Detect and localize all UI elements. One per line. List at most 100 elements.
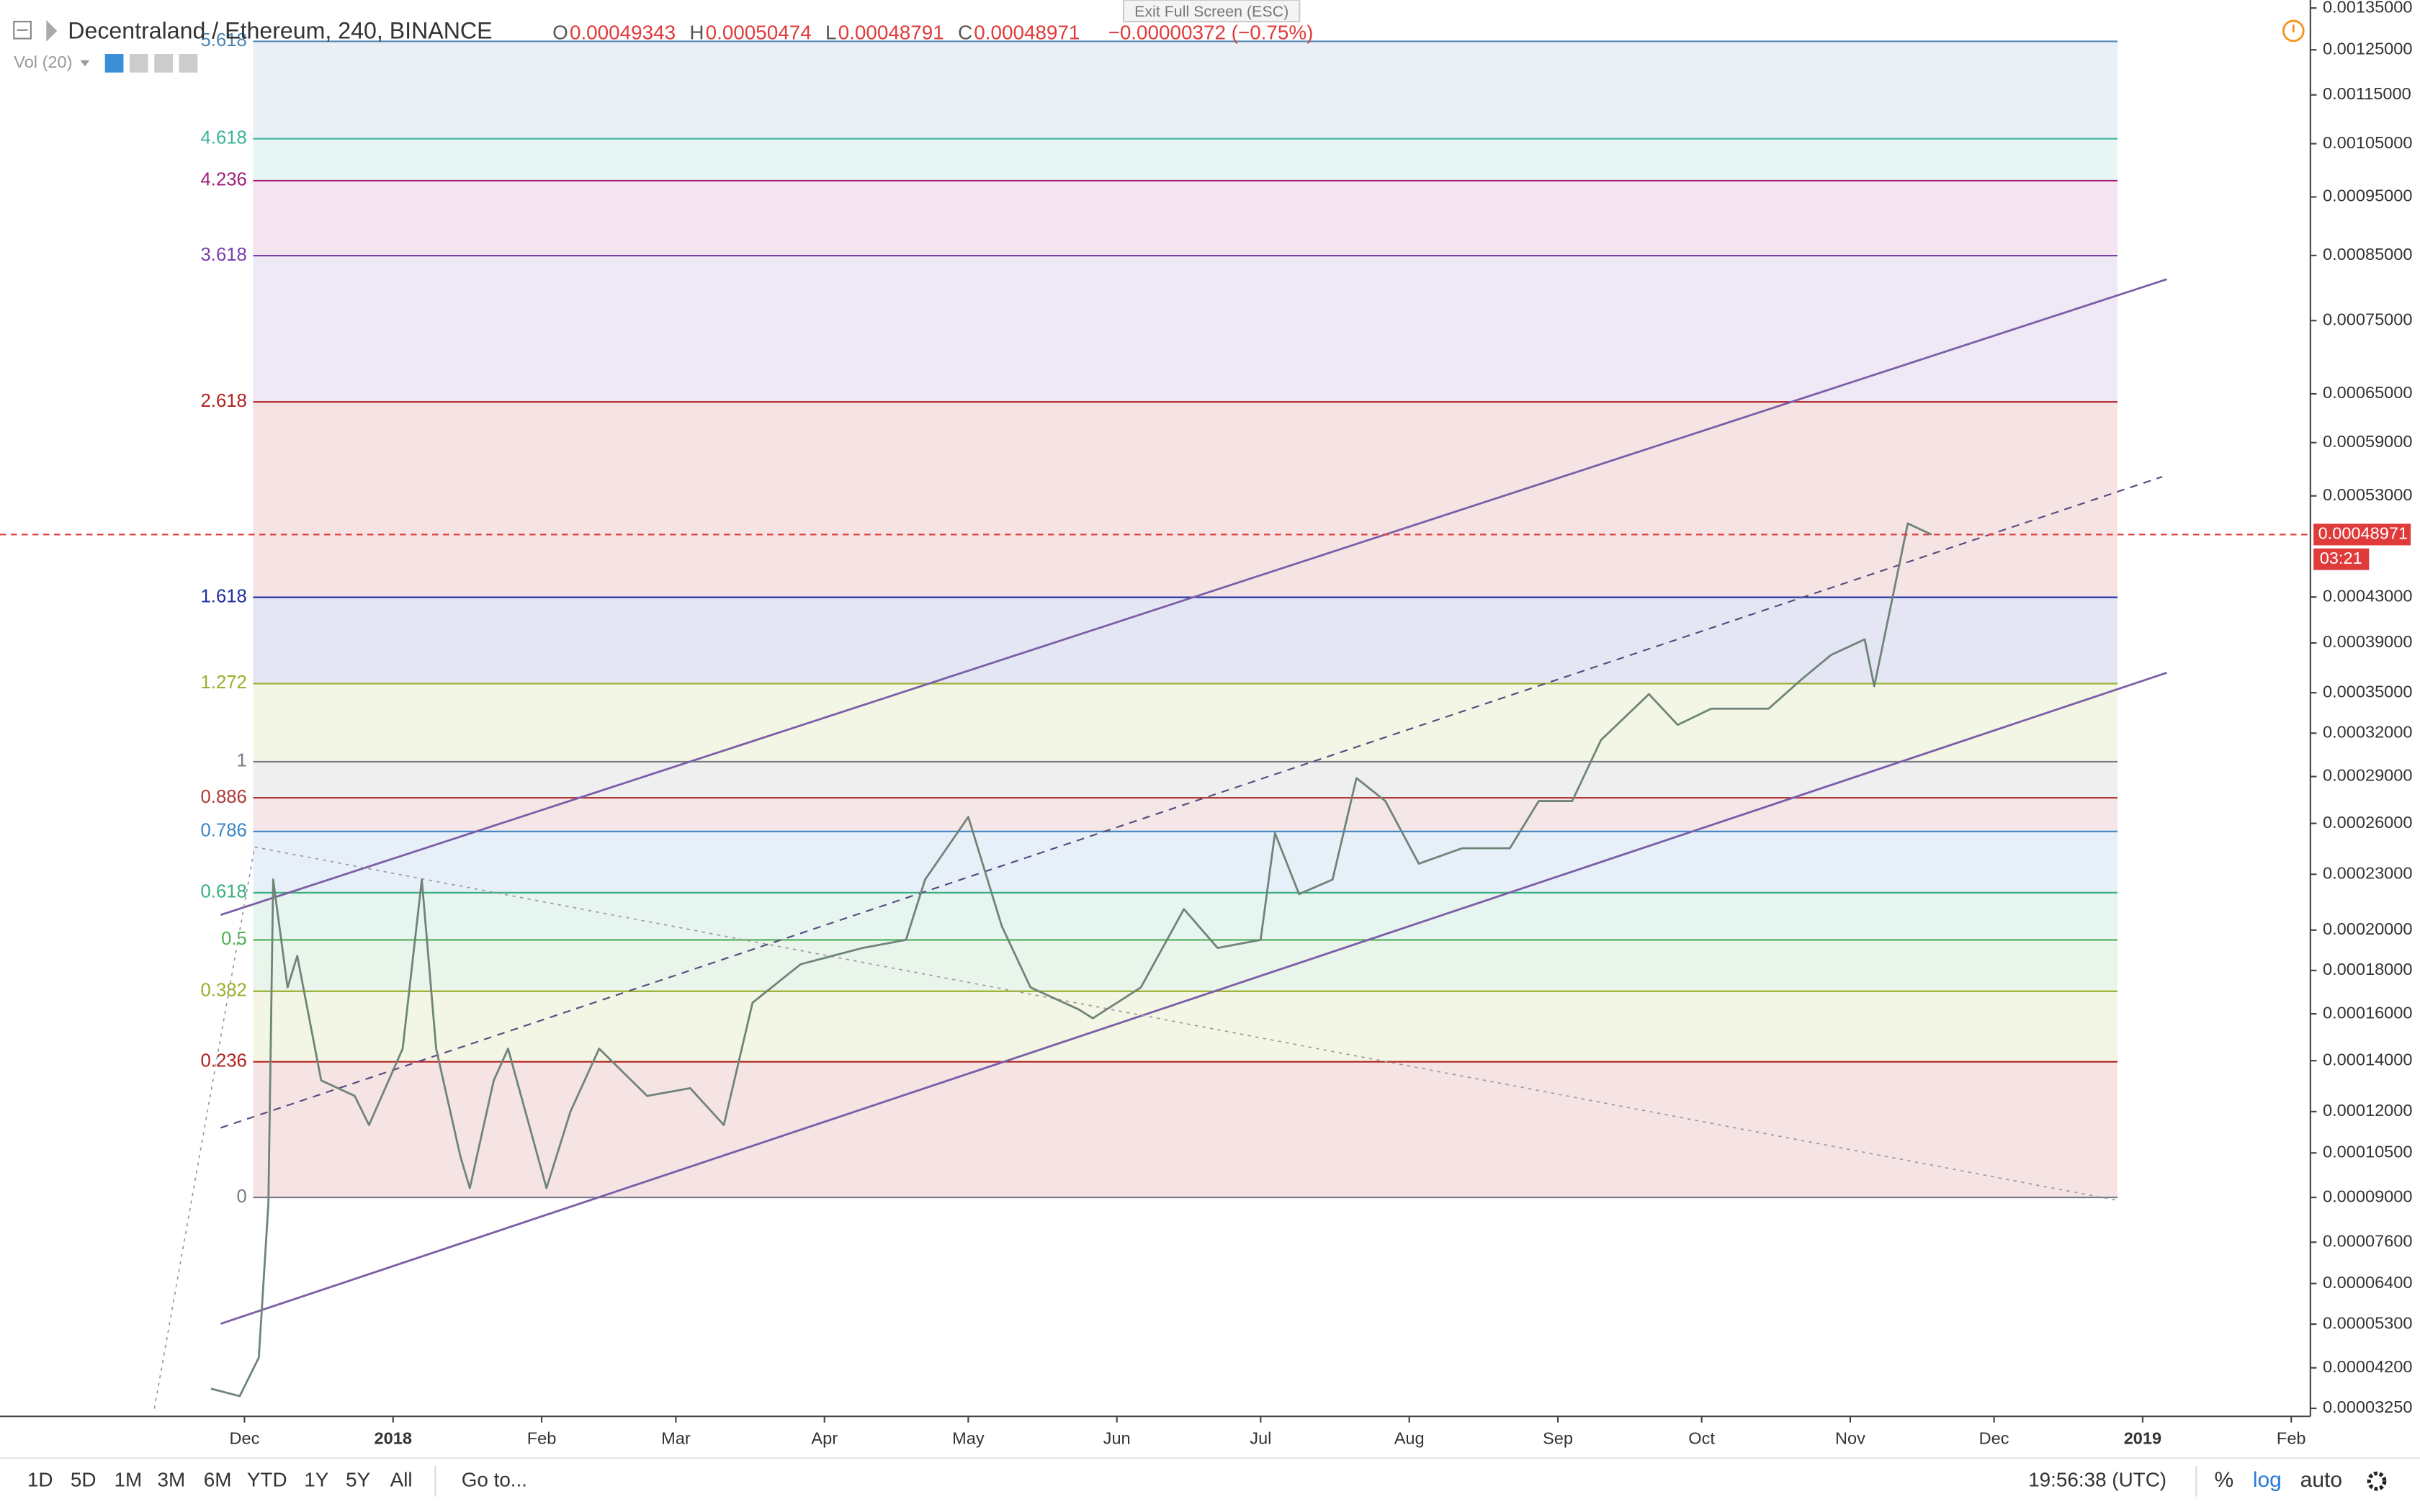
indicator-menu[interactable] bbox=[80, 60, 90, 67]
y-tick-label: 0.00009000 bbox=[2323, 1187, 2413, 1205]
symbol-title[interactable]: Decentraland / Ethereum, 240, BINANCE bbox=[68, 17, 492, 43]
axes: 0.00135000 0.00125000 0.00115000 0.00105000… bbox=[0, 0, 2413, 1448]
fib-band bbox=[253, 831, 2118, 893]
fib-band bbox=[253, 892, 2118, 940]
collapse-button[interactable] bbox=[13, 20, 32, 40]
x-tick-label: Dec bbox=[1979, 1429, 2009, 1448]
fib-band bbox=[253, 180, 2118, 256]
y-tick-label: 0.00020000 bbox=[2323, 919, 2413, 938]
tooltip: Exit Full Screen (ESC) bbox=[1134, 3, 1289, 20]
y-tick-label: 0.00085000 bbox=[2323, 245, 2413, 264]
fib-band bbox=[253, 402, 2118, 598]
indicator-add[interactable] bbox=[154, 54, 173, 73]
x-tick-label: May bbox=[952, 1429, 985, 1448]
y-tick-label: 0.00095000 bbox=[2323, 186, 2413, 205]
fib-level-label: 2.618 bbox=[201, 391, 247, 411]
y-tick-label: 0.00032000 bbox=[2323, 723, 2413, 742]
countdown-box bbox=[2313, 548, 2370, 570]
fib-band bbox=[253, 1061, 2118, 1198]
indicator-label[interactable]: Vol (20) bbox=[14, 53, 72, 71]
range-button[interactable]: YTD bbox=[247, 1469, 287, 1491]
range-button[interactable]: 1M bbox=[115, 1469, 143, 1491]
last-price-box bbox=[2313, 523, 2411, 546]
ohlc-key: O bbox=[552, 22, 568, 44]
y-tick-label: 0.00023000 bbox=[2323, 864, 2413, 883]
channel-lower bbox=[220, 671, 2168, 1325]
fib-level-label: 0.236 bbox=[201, 1050, 247, 1071]
range-button[interactable]: 1Y bbox=[304, 1469, 328, 1491]
ohlc-key: L bbox=[825, 22, 837, 44]
plot-area: 0 0.236 0.382 0.5 0.618 0.786 0.886 1 1.272 1.618… bbox=[201, 30, 2118, 1207]
y-tick-label: 0.00105000 bbox=[2323, 133, 2413, 152]
clock: 19:56:38 (UTC) bbox=[2028, 1469, 2166, 1491]
range-button[interactable]: 5D bbox=[71, 1469, 97, 1491]
x-tick-label: Feb bbox=[527, 1429, 557, 1448]
y-tick-label: 0.00043000 bbox=[2323, 586, 2413, 605]
fib-band bbox=[253, 597, 2118, 684]
toolbar: 1D 5D 1M 3M 6M YTD 1Y 5Y All Go to... 19:56:38 (… bbox=[0, 1457, 2420, 1497]
indicator-remove[interactable] bbox=[179, 54, 198, 73]
y-tick-label: 0.00065000 bbox=[2323, 383, 2413, 402]
countdown-label: 03:21 bbox=[2320, 549, 2362, 567]
ohlc-key: C bbox=[958, 22, 972, 44]
price-line bbox=[210, 522, 1932, 1398]
trend-line bbox=[153, 847, 256, 1409]
x-tick-label: Sep bbox=[1543, 1429, 1573, 1448]
fib-level-label: 0.786 bbox=[201, 821, 247, 841]
ohlc-legend: O 0.00049343 H 0.00050474 L 0.00048791 C 0.0004… bbox=[552, 22, 1080, 44]
y-tick-label: 0.00003250 bbox=[2323, 1398, 2413, 1416]
x-tick-label: Dec bbox=[229, 1429, 259, 1448]
settings-button[interactable] bbox=[2367, 1471, 2387, 1491]
y-tick-label: 0.00026000 bbox=[2323, 813, 2413, 832]
fib-band bbox=[253, 761, 2118, 798]
fib-band bbox=[253, 138, 2118, 181]
range-button[interactable]: 5Y bbox=[346, 1469, 370, 1491]
x-tick-label: Apr bbox=[811, 1429, 838, 1448]
x-tick-label: 2018 bbox=[375, 1429, 412, 1448]
x-tick-label: Jul bbox=[1250, 1429, 1271, 1448]
y-tick-label: 0.00029000 bbox=[2323, 766, 2413, 785]
channel-upper bbox=[220, 278, 2168, 917]
x-tick-label: Aug bbox=[1394, 1429, 1425, 1448]
y-tick-label: 0.00010500 bbox=[2323, 1143, 2413, 1161]
x-tick-label: Oct bbox=[1688, 1429, 1715, 1448]
range-button[interactable]: All bbox=[390, 1469, 413, 1491]
y-tick-label: 0.00012000 bbox=[2323, 1101, 2413, 1120]
fib-band bbox=[253, 683, 2118, 762]
y-tick-label: 0.00135000 bbox=[2323, 0, 2413, 16]
range-button[interactable]: 6M bbox=[204, 1469, 232, 1491]
y-tick-label: 0.00006400 bbox=[2323, 1273, 2413, 1292]
x-tick-label: Feb bbox=[2277, 1429, 2306, 1448]
alert-icon[interactable] bbox=[2282, 19, 2305, 42]
fib-level-label: 3.618 bbox=[201, 245, 247, 265]
range-buttons: 1D 5D 1M 3M 6M YTD 1Y 5Y All bbox=[27, 1469, 413, 1491]
x-tick-label: 2019 bbox=[2124, 1429, 2161, 1448]
change: −0.00000372 (−0.75%) bbox=[1108, 22, 1314, 44]
y-tick-label: 0.00075000 bbox=[2323, 310, 2413, 328]
y-tick-label: 0.00039000 bbox=[2323, 632, 2413, 651]
percent-button[interactable]: % bbox=[2215, 1468, 2234, 1492]
fib-band bbox=[253, 798, 2118, 832]
y-tick-label: 0.00125000 bbox=[2323, 39, 2413, 58]
goto-button[interactable]: Go to... bbox=[462, 1469, 527, 1491]
range-button[interactable]: 1D bbox=[27, 1469, 53, 1491]
auto-button[interactable]: auto bbox=[2300, 1468, 2342, 1492]
fib-level-label: 1 bbox=[237, 751, 247, 771]
indicator-settings[interactable] bbox=[130, 54, 148, 73]
y-tick-label: 0.00014000 bbox=[2323, 1050, 2413, 1068]
indicator-eye[interactable] bbox=[104, 54, 124, 73]
y-tick-label: 0.00005300 bbox=[2323, 1313, 2413, 1332]
y-tick-label: 0.00007600 bbox=[2323, 1231, 2413, 1250]
x-tick-label: Mar bbox=[661, 1429, 691, 1448]
y-tick-label: 0.00035000 bbox=[2323, 682, 2413, 701]
fib-level-label: 0.382 bbox=[201, 981, 247, 1001]
ohlc-key: H bbox=[689, 22, 704, 44]
fib-band bbox=[253, 41, 2118, 139]
range-button[interactable]: 3M bbox=[158, 1469, 186, 1491]
ohlc-value: 0.00049343 bbox=[570, 22, 676, 44]
fib-level-label: 4.618 bbox=[201, 127, 247, 148]
log-button[interactable]: log bbox=[2253, 1468, 2282, 1492]
